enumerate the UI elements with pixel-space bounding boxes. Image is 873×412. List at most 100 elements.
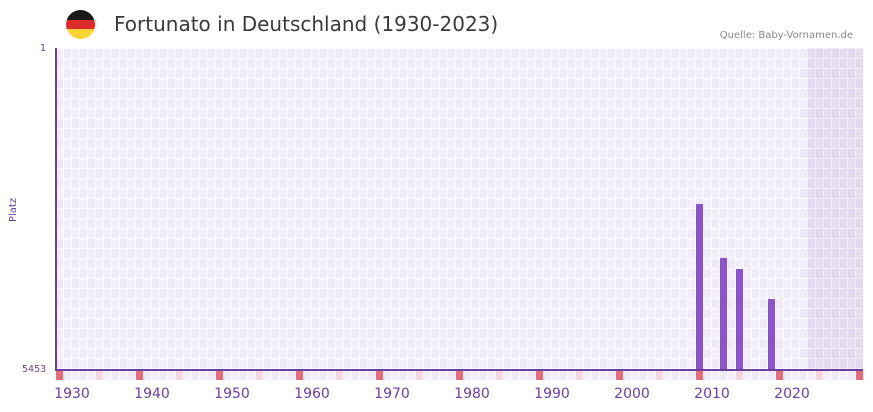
year-marker (344, 371, 351, 380)
bar-2013[interactable] (736, 269, 743, 370)
year-marker (280, 371, 287, 380)
bar-2008[interactable] (696, 203, 703, 370)
x-tick-1930: 1930 (54, 386, 90, 402)
bar-2011[interactable] (720, 258, 727, 370)
year-marker (736, 371, 743, 380)
x-tick-2000: 2000 (614, 386, 650, 402)
year-marker (688, 371, 695, 380)
year-marker (216, 371, 223, 380)
year-marker (120, 371, 127, 380)
year-marker (352, 371, 359, 380)
year-marker (840, 371, 847, 380)
year-marker (328, 371, 335, 380)
year-marker (256, 371, 263, 380)
year-marker (784, 371, 791, 380)
year-marker (512, 371, 519, 380)
year-marker (400, 371, 407, 380)
year-marker (320, 371, 327, 380)
year-marker (488, 371, 495, 380)
y-tick-top: 1 (40, 43, 47, 54)
year-marker (616, 371, 623, 380)
x-tick-1950: 1950 (214, 386, 250, 402)
year-marker (576, 371, 583, 380)
year-marker (696, 371, 703, 380)
year-marker (392, 371, 399, 380)
year-marker (296, 371, 303, 380)
year-marker (440, 371, 447, 380)
year-marker (568, 371, 575, 380)
year-marker (600, 371, 607, 380)
year-marker (848, 371, 855, 380)
year-marker (504, 371, 511, 380)
year-marker (608, 371, 615, 380)
y-axis-title: Platz (8, 197, 19, 222)
year-marker (112, 371, 119, 380)
x-tick-1970: 1970 (374, 386, 410, 402)
year-marker (824, 371, 831, 380)
year-marker (808, 371, 815, 380)
year-marker (248, 371, 255, 380)
year-marker (648, 371, 655, 380)
x-axis-line (55, 369, 863, 371)
x-tick-1990: 1990 (534, 386, 570, 402)
year-marker (800, 371, 807, 380)
year-marker (416, 371, 423, 380)
year-marker (680, 371, 687, 380)
year-marker (128, 371, 135, 380)
year-marker (464, 371, 471, 380)
year-marker (376, 371, 383, 380)
year-marker (536, 371, 543, 380)
year-marker (368, 371, 375, 380)
grid-background (56, 49, 863, 370)
year-marker (664, 371, 671, 380)
year-marker (640, 371, 647, 380)
year-marker (72, 371, 79, 380)
year-marker (288, 371, 295, 380)
y-tick-bottom: 5453 (22, 364, 47, 375)
year-marker (816, 371, 823, 380)
year-marker (224, 371, 231, 380)
source-label: Quelle: Baby-Vornamen.de (719, 30, 853, 41)
year-marker (264, 371, 271, 380)
year-marker (88, 371, 95, 380)
year-marker (336, 371, 343, 380)
year-marker (424, 371, 431, 380)
year-marker (552, 371, 559, 380)
year-marker (144, 371, 151, 380)
x-tick-1960: 1960 (294, 386, 330, 402)
year-marker (312, 371, 319, 380)
year-marker (272, 371, 279, 380)
year-marker (632, 371, 639, 380)
year-marker (448, 371, 455, 380)
year-marker (96, 371, 103, 380)
year-marker (304, 371, 311, 380)
year-marker (64, 371, 71, 380)
plot-area (55, 48, 863, 370)
year-marker (760, 371, 767, 380)
year-marker (240, 371, 247, 380)
year-marker (472, 371, 479, 380)
year-marker (528, 371, 535, 380)
year-marker (656, 371, 663, 380)
year-marker (792, 371, 799, 380)
year-marker (624, 371, 631, 380)
year-marker (232, 371, 239, 380)
year-marker (208, 371, 215, 380)
bar-2017[interactable] (768, 299, 775, 370)
year-marker (592, 371, 599, 380)
chart-title: Fortunato in Deutschland (1930-2023) (114, 12, 499, 36)
x-tick-2010: 2010 (694, 386, 730, 402)
year-marker (136, 371, 143, 380)
year-marker (160, 371, 167, 380)
year-marker (856, 371, 863, 380)
year-marker (192, 371, 199, 380)
year-marker (104, 371, 111, 380)
year-marker (752, 371, 759, 380)
year-marker (360, 371, 367, 380)
year-marker (168, 371, 175, 380)
year-marker (776, 371, 783, 380)
year-marker (408, 371, 415, 380)
year-marker (560, 371, 567, 380)
year-marker (80, 371, 87, 380)
year-marker (728, 371, 735, 380)
